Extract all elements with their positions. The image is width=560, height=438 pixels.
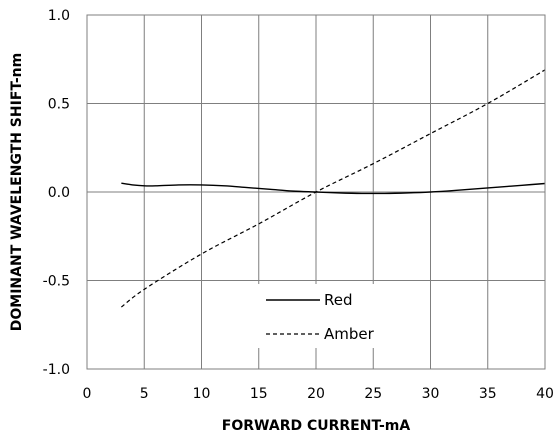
x-tick-label: 20 (307, 386, 325, 402)
x-tick-label: 15 (250, 386, 268, 402)
x-tick-label: 25 (364, 386, 382, 402)
y-tick-label: -0.5 (43, 274, 70, 290)
y-axis-title: DOMINANT WAVELENGTH SHIFT-nm (9, 53, 25, 331)
x-tick-label: 0 (83, 386, 92, 402)
x-tick-label: 5 (140, 386, 149, 402)
legend-box (258, 284, 392, 348)
y-tick-label: 0.5 (48, 97, 70, 113)
axes: 0 5 10 15 20 25 30 35 40 1.0 0.5 0.0 -0.5 -1.0 (43, 8, 554, 402)
series-group (120, 69, 546, 308)
plot-area-border (86, 14, 546, 370)
x-tick-label: 40 (536, 386, 554, 402)
y-tick-label: 0.0 (48, 185, 70, 201)
x-axis-title: FORWARD CURRENT-mA (222, 418, 411, 434)
legend: Red Amber (258, 284, 392, 348)
x-tick-label: 10 (193, 386, 211, 402)
series-line-amber (120, 69, 546, 308)
legend-label-amber: Amber (324, 325, 375, 343)
y-tick-label: 1.0 (48, 8, 70, 24)
x-tick-label: 35 (479, 386, 497, 402)
x-tick-label: 30 (422, 386, 440, 402)
legend-label-red: Red (324, 291, 353, 309)
y-tick-label: -1.0 (43, 362, 70, 378)
